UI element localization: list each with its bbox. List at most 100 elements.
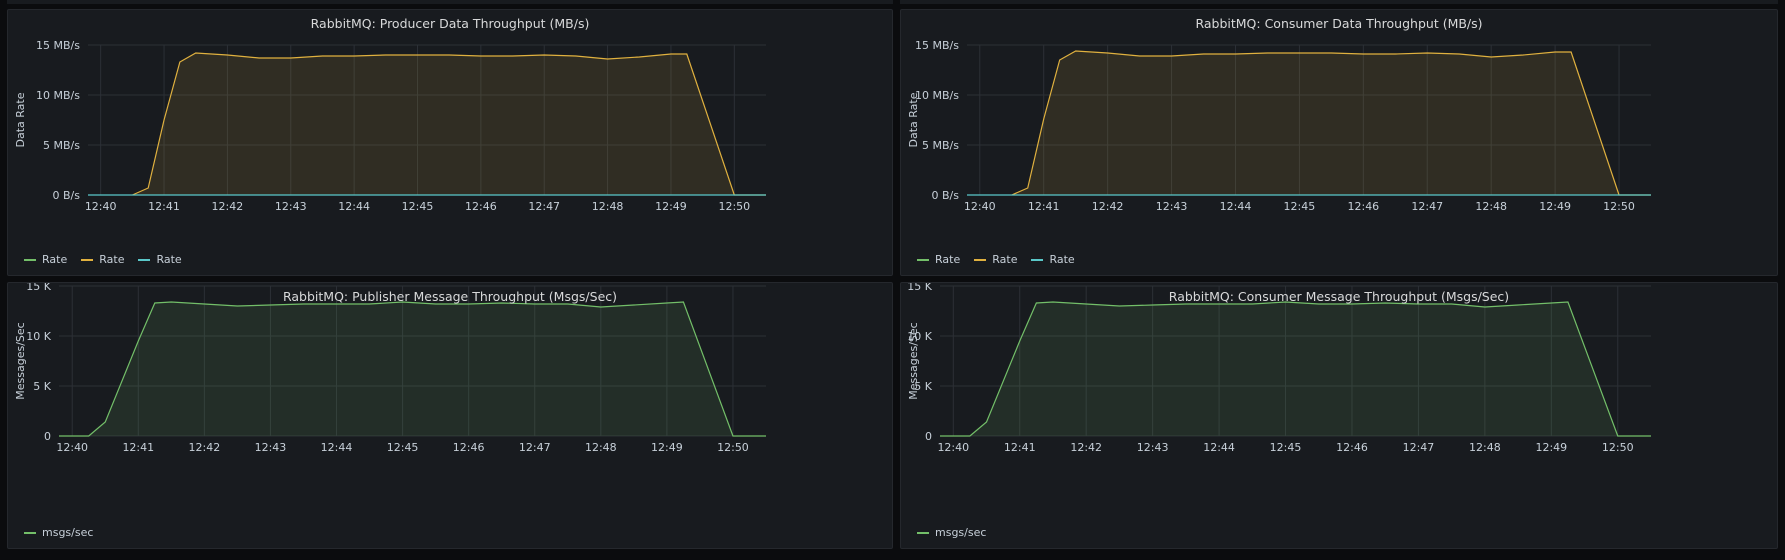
legend: Rate Rate Rate xyxy=(24,253,182,266)
y-tick-label: 5 K xyxy=(914,380,932,393)
legend-swatch xyxy=(1031,258,1044,261)
y-tick-label: 15 K xyxy=(26,283,51,293)
legend: Rate Rate Rate xyxy=(917,253,1075,266)
y-tick-label: 10 MB/s xyxy=(36,89,80,102)
x-tick-label: 12:50 xyxy=(1602,441,1634,454)
x-tick-label: 12:49 xyxy=(1535,441,1567,454)
chart-svg: 0 B/s 5 MB/s 10 MB/s 15 MB/s 12:40 12:41 12:42… xyxy=(907,39,1651,213)
x-tick-label: 12:50 xyxy=(717,441,749,454)
x-tick-label: 12:43 xyxy=(1156,200,1188,213)
x-tick-label: 12:40 xyxy=(56,441,88,454)
x-tick-label: 12:43 xyxy=(275,200,307,213)
y-axis-label: Data Rate xyxy=(14,92,27,147)
x-tick-label: 12:45 xyxy=(402,200,434,213)
series-line xyxy=(132,52,766,196)
legend-swatch xyxy=(138,258,151,261)
x-tick-label: 12:48 xyxy=(592,200,624,213)
y-axis-label: Messages/Sec xyxy=(14,322,27,399)
x-tick-label: 12:41 xyxy=(1004,441,1036,454)
x-tick-label: 12:49 xyxy=(655,200,687,213)
legend-label: Rate xyxy=(935,253,961,266)
x-tick-label: 12:47 xyxy=(1403,441,1435,454)
x-tick-label: 12:45 xyxy=(387,441,419,454)
legend-item-rate-yellow[interactable]: Rate xyxy=(81,253,124,266)
legend-item-rate-green[interactable]: Rate xyxy=(917,253,960,266)
x-tick-label: 12:44 xyxy=(321,441,353,454)
x-tick-label: 12:40 xyxy=(85,200,117,213)
legend-label: Rate xyxy=(1049,253,1075,266)
y-tick-label: 5 MB/s xyxy=(43,139,80,152)
x-tick-label: 12:41 xyxy=(122,441,154,454)
panel-title[interactable]: RabbitMQ: Publisher Message Throughput (… xyxy=(282,289,618,304)
y-tick-label: 5 MB/s xyxy=(922,139,959,152)
y-tick-label: 0 xyxy=(44,430,51,443)
legend-swatch xyxy=(24,258,36,261)
legend-swatch xyxy=(24,531,36,534)
legend-label: msgs/sec xyxy=(935,526,987,539)
panel-title[interactable]: RabbitMQ: Producer Data Throughput (MB/s… xyxy=(310,16,590,31)
top-panel-edge xyxy=(0,0,1785,6)
legend-item-rate-cyan[interactable]: Rate xyxy=(1031,253,1075,266)
series-area xyxy=(1011,51,1651,195)
series-area xyxy=(59,302,766,436)
x-tick-label: 12:42 xyxy=(1092,200,1124,213)
x-tick-label: 12:40 xyxy=(937,441,969,454)
x-tick-label: 12:46 xyxy=(465,200,497,213)
series-line xyxy=(59,301,766,437)
x-tick-label: 12:46 xyxy=(453,441,485,454)
x-tick-label: 12:42 xyxy=(212,200,244,213)
chart-svg: 0 5 K 10 K 15 K 12:40 12:41 12:42 12:43 12:44 12:… xyxy=(14,283,766,454)
x-tick-label: 12:47 xyxy=(519,441,551,454)
legend-item-rate-cyan[interactable]: Rate xyxy=(138,253,182,266)
panel-publisher-message-throughput[interactable]: 0 5 K 10 K 15 K 12:40 12:41 12:42 12:43 12:44 12:… xyxy=(7,282,893,549)
x-tick-label: 12:49 xyxy=(1539,200,1571,213)
legend-item-msgs-sec[interactable]: msgs/sec xyxy=(24,526,93,539)
panel-title[interactable]: RabbitMQ: Consumer Message Throughput (M… xyxy=(1168,289,1510,304)
x-tick-label: 12:40 xyxy=(964,200,996,213)
y-tick-label: 15 MB/s xyxy=(36,39,80,52)
legend: msgs/sec xyxy=(24,526,93,539)
x-tick-label: 12:49 xyxy=(651,441,683,454)
y-tick-label: 15 MB/s xyxy=(915,39,959,52)
legend-label: Rate xyxy=(99,253,125,266)
chart-svg: 0 5 K 10 K 15 K 12:40 12:41 12:42 12:43 12:44 12:… xyxy=(907,283,1651,454)
y-axis-label: Messages/Sec xyxy=(907,322,920,399)
legend-item-msgs-sec[interactable]: msgs/sec xyxy=(917,526,986,539)
x-tick-label: 12:44 xyxy=(338,200,370,213)
legend-label: Rate xyxy=(42,253,68,266)
x-tick-label: 12:44 xyxy=(1203,441,1235,454)
x-tick-label: 12:48 xyxy=(1475,200,1507,213)
y-tick-label: 0 B/s xyxy=(53,189,81,202)
series-line xyxy=(1011,50,1651,196)
panel-consumer-data-throughput[interactable]: 0 B/s 5 MB/s 10 MB/s 15 MB/s 12:40 12:41 12:42… xyxy=(900,9,1778,276)
x-tick-label: 12:50 xyxy=(1603,200,1635,213)
x-tick-label: 12:46 xyxy=(1336,441,1368,454)
legend-item-rate-green[interactable]: Rate xyxy=(24,253,67,266)
legend: msgs/sec xyxy=(917,526,986,539)
legend-label: Rate xyxy=(992,253,1018,266)
legend-swatch xyxy=(81,258,94,261)
legend-label: msgs/sec xyxy=(42,526,94,539)
panel-producer-data-throughput[interactable]: 0 B/s 5 MB/s 10 MB/s 15 MB/s 12:40 12:41 12:42… xyxy=(7,9,893,276)
x-tick-label: 12:44 xyxy=(1220,200,1252,213)
y-tick-label: 10 K xyxy=(907,330,932,343)
x-tick-label: 12:43 xyxy=(255,441,287,454)
x-tick-label: 12:48 xyxy=(1469,441,1501,454)
x-tick-label: 12:48 xyxy=(585,441,617,454)
x-tick-label: 12:50 xyxy=(718,200,750,213)
x-tick-label: 12:41 xyxy=(148,200,180,213)
x-tick-label: 12:45 xyxy=(1284,200,1316,213)
series-line xyxy=(940,301,1651,437)
x-tick-label: 12:42 xyxy=(1070,441,1102,454)
y-tick-label: 5 K xyxy=(33,380,51,393)
y-tick-label: 0 xyxy=(925,430,932,443)
legend-label: Rate xyxy=(156,253,182,266)
panel-consumer-message-throughput[interactable]: 0 5 K 10 K 15 K 12:40 12:41 12:42 12:43 12:44 12:… xyxy=(900,282,1778,549)
x-tick-label: 12:46 xyxy=(1347,200,1379,213)
legend-swatch xyxy=(917,258,929,261)
panel-title[interactable]: RabbitMQ: Consumer Data Throughput (MB/s… xyxy=(1195,16,1483,31)
legend-item-rate-yellow[interactable]: Rate xyxy=(974,253,1017,266)
x-tick-label: 12:45 xyxy=(1270,441,1302,454)
y-tick-label: 10 MB/s xyxy=(915,89,959,102)
